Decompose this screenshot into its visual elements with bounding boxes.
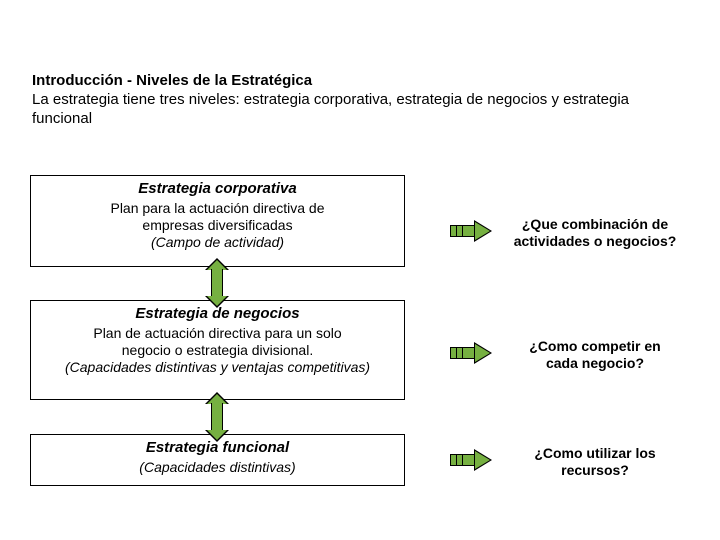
box-business-line2: negocio o estrategia divisional. xyxy=(37,342,398,359)
box-corporate-line2: empresas diversificadas xyxy=(37,217,398,234)
question-business-line2: cada negocio? xyxy=(546,355,644,371)
arrow-right-1 xyxy=(450,220,494,242)
question-functional-line1: ¿Como utilizar los xyxy=(534,445,655,461)
arrow-updown-1 xyxy=(205,258,229,308)
box-business: Estrategia de negocios Plan de actuación… xyxy=(30,300,405,400)
question-corporate: ¿Que combinación de actividades o negoci… xyxy=(495,216,695,250)
arrow-updown-2 xyxy=(205,392,229,442)
box-business-line3: (Capacidades distintivas y ventajas comp… xyxy=(37,359,398,376)
question-functional-line2: recursos? xyxy=(561,462,629,478)
question-business: ¿Como competir en cada negocio? xyxy=(495,338,695,372)
question-business-line1: ¿Como competir en xyxy=(529,338,660,354)
slide-subtitle: La estrategia tiene tres niveles: estrat… xyxy=(32,91,688,129)
slide-title: Introducción - Niveles de la Estratégica xyxy=(32,72,688,89)
arrow-right-2 xyxy=(450,342,494,364)
box-corporate-line3: (Campo de actividad) xyxy=(37,234,398,251)
box-corporate-title: Estrategia corporativa xyxy=(37,180,398,197)
box-corporate: Estrategia corporativa Plan para la actu… xyxy=(30,175,405,267)
question-functional: ¿Como utilizar los recursos? xyxy=(495,445,695,479)
slide-header: Introducción - Niveles de la Estratégica… xyxy=(32,72,688,129)
box-business-line1: Plan de actuación directiva para un solo xyxy=(37,325,398,342)
box-functional-line1: (Capacidades distintivas) xyxy=(37,459,398,476)
question-corporate-line1: ¿Que combinación de xyxy=(522,216,668,232)
question-corporate-line2: actividades o negocios? xyxy=(514,233,677,249)
box-corporate-line1: Plan para la actuación directiva de xyxy=(37,200,398,217)
arrow-right-3 xyxy=(450,449,494,471)
